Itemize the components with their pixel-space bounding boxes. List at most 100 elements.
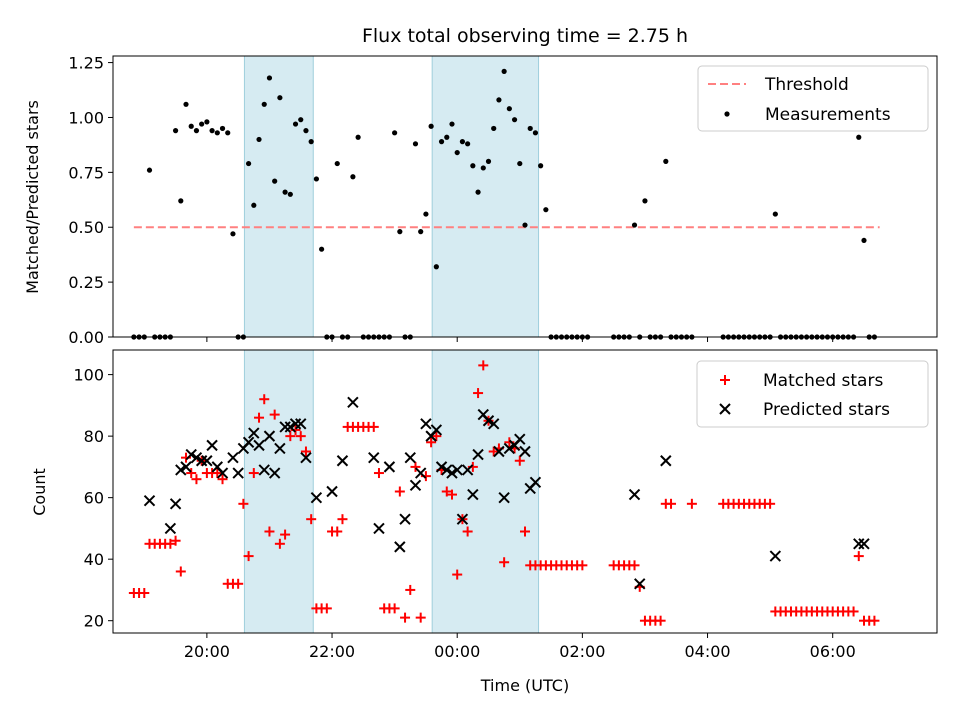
predicted-star-marker	[858, 538, 870, 550]
measurement-point	[465, 141, 471, 147]
predicted-star-marker	[310, 491, 323, 504]
matched-star-marker	[848, 606, 859, 617]
predicted-star-marker	[660, 455, 672, 467]
matched-star-marker	[394, 486, 405, 497]
measurement-point	[412, 141, 419, 147]
measurement-point	[178, 198, 184, 204]
matched-star-marker	[400, 612, 411, 623]
top-shaded-intervals	[243, 55, 540, 338]
matched-star-marker	[686, 498, 697, 509]
y-tick-label: 0.00	[68, 328, 104, 347]
bottom-x-axis-label: Time (UTC)	[480, 676, 569, 695]
measurement-point	[292, 121, 299, 127]
predicted-star-marker	[347, 396, 359, 409]
predicted-star-marker	[248, 427, 260, 439]
measurement-point	[251, 202, 257, 208]
bottom-y-axis-label: Count	[30, 468, 49, 516]
matched-star-marker	[238, 498, 249, 509]
measurement-point	[470, 163, 476, 169]
matched-star-marker	[191, 474, 202, 485]
predicted-star-marker	[446, 467, 458, 479]
predicted-star-marker	[185, 448, 197, 461]
matched-star-marker	[488, 446, 499, 457]
measurement-point	[428, 123, 434, 129]
predicted-star-marker	[414, 467, 427, 479]
legend-measurement-swatch	[724, 111, 730, 117]
legend-predicted-label: Predicted stars	[763, 400, 890, 420]
predicted-star-marker	[195, 455, 208, 467]
predicted-star-marker	[488, 418, 500, 430]
predicted-star-marker	[441, 464, 453, 476]
predicted-star-marker	[451, 464, 463, 476]
matched-star-marker	[175, 566, 186, 577]
measurement-point	[204, 119, 210, 125]
measurement-point	[861, 237, 867, 244]
matched-star-marker	[259, 394, 270, 405]
predicted-star-marker	[216, 467, 229, 479]
predicted-star-marker	[430, 424, 443, 436]
predicted-star-marker	[268, 467, 281, 479]
predicted-star-marker	[628, 488, 641, 501]
predicted-star-marker	[258, 464, 270, 476]
measurement-point	[298, 117, 304, 123]
matched-star-marker	[405, 584, 416, 595]
predicted-star-marker	[461, 464, 474, 476]
measurement-point	[517, 160, 523, 167]
measurement-point	[485, 158, 492, 164]
matched-star-marker	[285, 431, 296, 442]
predicted-star-marker	[503, 442, 516, 455]
measurement-point	[272, 178, 278, 184]
predicted-star-marker	[404, 451, 416, 464]
measurement-point	[501, 68, 507, 74]
matched-star-marker	[853, 551, 864, 562]
predicted-star-marker	[409, 479, 422, 492]
matched-star-marker	[332, 526, 343, 537]
matched-star-marker	[446, 489, 457, 500]
measurement-point	[392, 130, 398, 136]
x-tick-label: 04:00	[684, 642, 730, 661]
y-tick-label: 40	[84, 550, 104, 569]
measurement-point	[146, 167, 153, 173]
predicted-star-marker	[253, 439, 265, 452]
matched-star-marker	[431, 431, 442, 442]
predicted-star-marker	[201, 455, 213, 467]
measurement-point	[209, 128, 215, 134]
legend-box	[696, 360, 929, 428]
matched-star-marker	[441, 486, 452, 497]
measurement-point	[491, 125, 497, 132]
predicted-star-marker	[472, 448, 484, 461]
measurement-point	[277, 95, 283, 101]
measurement-point	[256, 136, 262, 143]
x-tick-label: 20:00	[184, 642, 230, 661]
shaded-interval	[431, 55, 540, 338]
matched-star-marker	[666, 498, 677, 509]
predicted-star-marker	[853, 538, 865, 550]
predicted-star-marker	[514, 433, 526, 445]
measurement-point	[418, 229, 424, 235]
predicted-star-marker	[164, 522, 177, 535]
matched-star-marker	[577, 560, 588, 571]
predicted-star-marker	[634, 578, 646, 590]
measurement-point	[423, 211, 429, 217]
predicted-star-marker	[769, 550, 782, 562]
matched-star-marker	[264, 526, 275, 537]
measurement-point	[261, 101, 267, 107]
measurement-point	[350, 174, 356, 180]
bottom-legend: Matched stars Predicted stars	[696, 360, 929, 428]
predicted-star-marker	[143, 495, 156, 507]
predicted-star-marker	[300, 451, 312, 464]
predicted-star-marker	[206, 439, 218, 452]
matched-star-marker	[139, 588, 150, 599]
predicted-star-marker	[383, 461, 396, 473]
bottom-shaded-intervals	[243, 349, 540, 634]
y-tick-label: 1.25	[68, 54, 104, 73]
x-tick-label: 02:00	[559, 642, 605, 661]
predicted-star-marker	[175, 464, 187, 476]
measurement-point	[454, 149, 460, 156]
matched-star-marker	[452, 569, 463, 580]
measurement-point	[663, 158, 669, 164]
top-legend: Threshold Measurements	[697, 65, 929, 132]
predicted-star-marker	[467, 488, 479, 501]
matched-star-marker	[520, 526, 530, 537]
